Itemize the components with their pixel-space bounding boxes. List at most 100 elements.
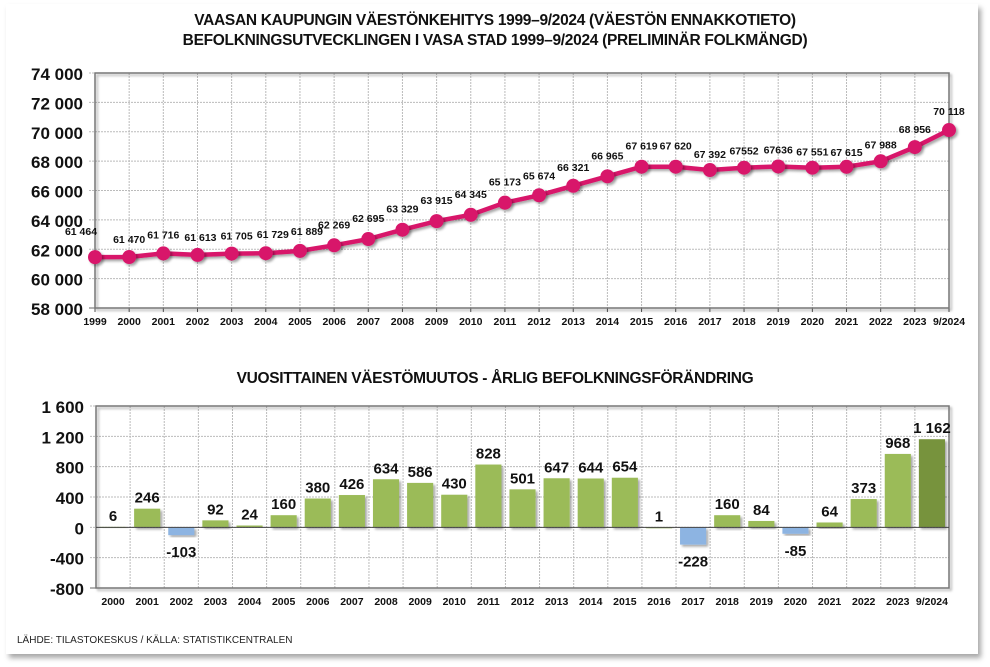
population-point — [463, 207, 478, 222]
top-xtick-label: 2008 — [391, 316, 415, 328]
population-point — [292, 243, 307, 258]
population-point — [156, 246, 171, 261]
bottom-ytick-label: 1 600 — [41, 398, 84, 417]
bottom-xtick-label: 2001 — [136, 596, 160, 608]
bottom-xtick-label: 2000 — [101, 596, 125, 608]
top-ytick-label: 58 000 — [31, 300, 83, 319]
bottom-xtick-label: 2008 — [374, 596, 398, 608]
change-data-label: 968 — [885, 435, 910, 452]
top-xtick-label: 2023 — [903, 316, 927, 328]
population-data-label: 66 321 — [557, 162, 589, 174]
top-plot-border — [94, 72, 950, 309]
change-data-label: 24 — [241, 507, 258, 524]
population-data-label: 61 716 — [147, 229, 179, 241]
top-xtick-label: 2018 — [732, 316, 756, 328]
top-xtick-label: 2002 — [186, 316, 210, 328]
population-point — [737, 160, 752, 175]
change-bar — [748, 520, 775, 528]
change-bar — [338, 495, 365, 528]
population-data-label: 67 988 — [865, 139, 897, 151]
bottom-xtick-label: 2006 — [306, 596, 330, 608]
population-point — [907, 140, 922, 155]
bottom-xtick-label: 2019 — [750, 596, 774, 608]
population-point — [395, 222, 410, 237]
change-data-label: 426 — [339, 476, 364, 493]
change-bar — [577, 478, 604, 528]
bottom-ytick-label: 800 — [56, 459, 84, 478]
population-data-label: 66 965 — [591, 150, 623, 162]
change-data-label: 1 — [655, 508, 663, 525]
chart-frame — [6, 4, 978, 654]
population-data-label: 68 956 — [899, 124, 931, 136]
change-bar — [884, 453, 911, 528]
top-chart-title-line2: BEFOLKNINGSUTVECKLINGEN I VASA STAD 1999… — [182, 32, 808, 49]
change-bar — [304, 498, 331, 528]
top-ytick-label: 72 000 — [31, 94, 83, 113]
change-bar — [270, 515, 297, 528]
population-point — [668, 159, 683, 174]
top-xtick-label: 2003 — [220, 316, 244, 328]
change-bar — [543, 478, 570, 528]
top-chart-title-line1: VAASAN KAUPUNGIN VÄESTÖNKEHITYS 1999–9/2… — [194, 12, 796, 29]
population-point — [771, 159, 786, 174]
bottom-xtick-label: 2018 — [716, 596, 740, 608]
top-xtick-label: 2013 — [562, 316, 586, 328]
bottom-xtick-label: 2021 — [818, 596, 842, 608]
bottom-xtick-label: 2010 — [443, 596, 467, 608]
bottom-ytick-label: 0 — [75, 519, 84, 538]
population-point — [702, 163, 717, 178]
change-data-label: -228 — [678, 554, 708, 571]
top-xtick-label: 2017 — [698, 316, 722, 328]
bottom-xtick-label: 2007 — [340, 596, 364, 608]
top-ytick-label: 64 000 — [31, 212, 83, 231]
change-data-label: -103 — [166, 544, 196, 561]
bottom-xtick-label: 9/2024 — [916, 596, 948, 608]
population-data-label: 63 329 — [386, 204, 418, 216]
top-ytick-label: 62 000 — [31, 241, 83, 260]
top-xtick-label: 2006 — [322, 316, 346, 328]
change-data-label: 501 — [510, 470, 535, 487]
population-point — [839, 159, 854, 174]
bottom-xtick-label: 2016 — [647, 596, 671, 608]
population-data-label: 67 615 — [830, 147, 862, 159]
change-data-label: 634 — [374, 460, 400, 477]
population-data-label: 67552 — [729, 146, 758, 158]
change-bar — [611, 477, 638, 528]
population-data-label: 67 619 — [625, 141, 657, 153]
population-point — [532, 188, 547, 203]
top-xtick-label: 9/2024 — [933, 316, 965, 328]
change-data-label: 586 — [408, 464, 433, 481]
change-data-label: 160 — [271, 496, 296, 513]
top-xtick-label: 2010 — [459, 316, 483, 328]
bottom-xtick-label: 2003 — [204, 596, 228, 608]
bottom-xtick-label: 2013 — [545, 596, 569, 608]
top-xtick-label: 2014 — [596, 316, 620, 328]
change-data-label: 64 — [821, 503, 838, 520]
bottom-xtick-label: 2011 — [477, 596, 500, 608]
population-point — [258, 246, 273, 261]
top-xtick-label: 1999 — [83, 316, 107, 328]
top-xtick-label: 2021 — [835, 316, 859, 328]
bottom-plot-border — [95, 405, 950, 589]
top-xtick-label: 2004 — [254, 316, 278, 328]
population-data-label: 61 613 — [184, 232, 216, 244]
change-bar — [714, 515, 741, 528]
population-point — [88, 250, 102, 265]
change-bar — [475, 464, 502, 528]
change-bar — [168, 527, 195, 536]
population-data-label: 62 695 — [352, 213, 384, 225]
change-bar — [134, 508, 161, 528]
bottom-xtick-label: 2004 — [238, 596, 262, 608]
change-bar — [509, 489, 536, 528]
bottom-xtick-label: 2022 — [852, 596, 876, 608]
bottom-xtick-label: 2020 — [784, 596, 808, 608]
population-point — [600, 169, 615, 184]
change-data-label: 160 — [715, 496, 740, 513]
population-data-label: 61 470 — [113, 234, 145, 246]
bottom-ytick-label: 400 — [56, 489, 84, 508]
bottom-xtick-label: 2015 — [613, 596, 637, 608]
bottom-xtick-label: 2017 — [681, 596, 705, 608]
change-bar — [850, 499, 877, 528]
population-data-label: 67 620 — [660, 141, 692, 153]
